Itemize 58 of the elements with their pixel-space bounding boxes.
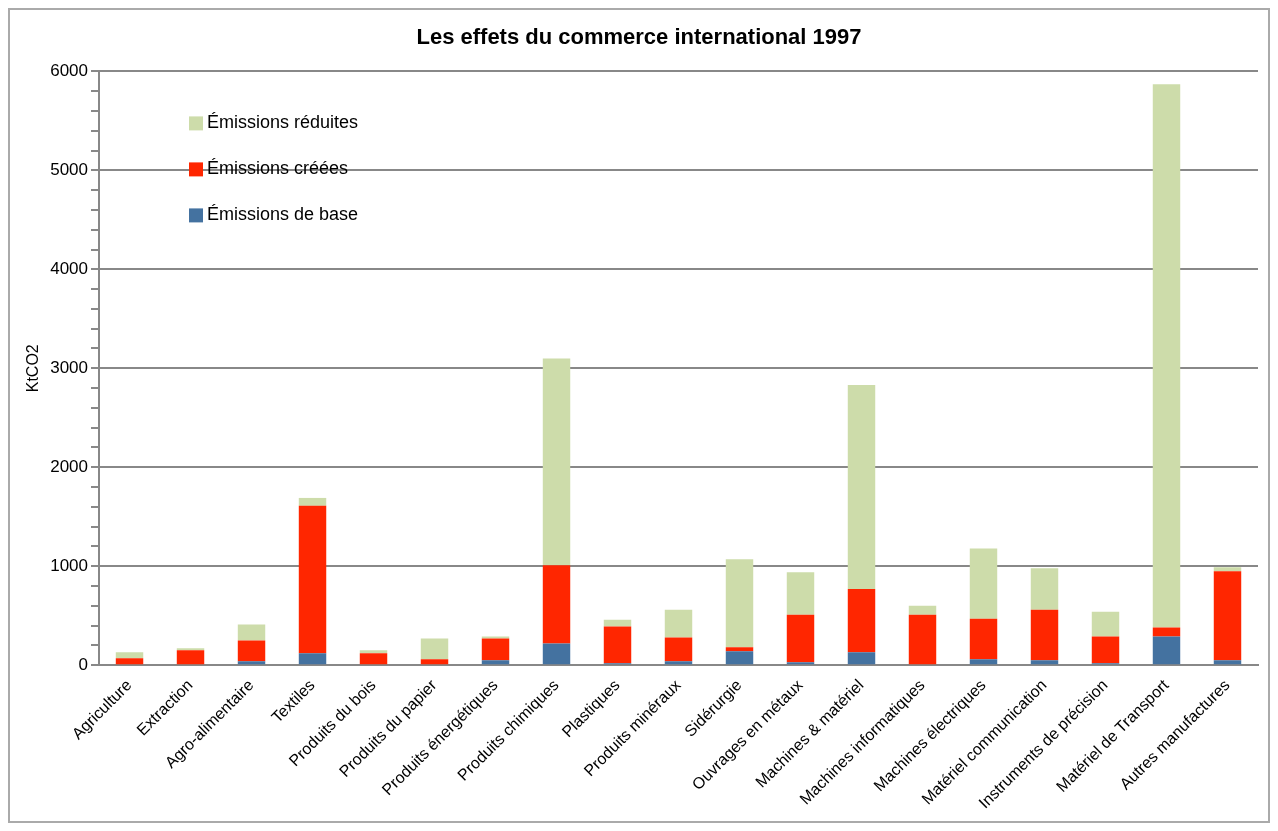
bar (420, 659, 449, 665)
bar (115, 658, 144, 665)
bar (1152, 84, 1181, 628)
bar (1030, 609, 1059, 661)
bar (664, 609, 693, 638)
bar (908, 614, 937, 665)
y-tick-label: 3000 (50, 357, 89, 377)
legend-label: Émissions de base (207, 204, 359, 225)
bar (481, 638, 510, 661)
bar (542, 643, 571, 665)
bar (969, 659, 998, 665)
bar (1091, 636, 1120, 664)
y-tick-label: 5000 (50, 160, 89, 180)
bar (908, 605, 937, 615)
bar (786, 572, 815, 615)
chart-title: Les effets du commerce international 1997 (416, 24, 862, 50)
bar (786, 614, 815, 663)
bar (237, 661, 266, 665)
legend-label: Émissions créées (207, 158, 349, 179)
bar (603, 626, 632, 664)
bar (725, 559, 754, 648)
bar (237, 640, 266, 662)
bar (847, 652, 876, 665)
y-tick-label: 0 (78, 654, 89, 674)
bar (542, 358, 571, 566)
bar (725, 651, 754, 665)
bar (603, 619, 632, 627)
bar (969, 618, 998, 660)
bar (237, 624, 266, 641)
y-axis-title: KtCO2 (24, 344, 42, 393)
bar (298, 505, 327, 654)
bar (1213, 567, 1242, 572)
bar (725, 647, 754, 652)
bar (1152, 636, 1181, 665)
bar (359, 650, 388, 654)
bar (115, 652, 144, 659)
legend-label: Émissions réduites (207, 112, 359, 133)
bar (664, 661, 693, 665)
bar (1213, 571, 1242, 661)
bar (664, 637, 693, 662)
bar (420, 638, 449, 660)
bar (481, 660, 510, 665)
y-tick-label: 6000 (50, 61, 89, 81)
bar (1091, 611, 1120, 637)
y-tick-label: 4000 (50, 259, 89, 279)
y-tick-label: 2000 (50, 456, 89, 476)
bar (1213, 660, 1242, 665)
bar (542, 565, 571, 644)
bar (847, 588, 876, 653)
bar (847, 385, 876, 589)
y-tick-label: 1000 (50, 555, 89, 575)
bar (176, 650, 205, 665)
bar (1030, 660, 1059, 665)
bar (969, 548, 998, 619)
bar (359, 653, 388, 665)
bar (298, 653, 327, 665)
bar (1030, 568, 1059, 610)
bar (298, 497, 327, 506)
